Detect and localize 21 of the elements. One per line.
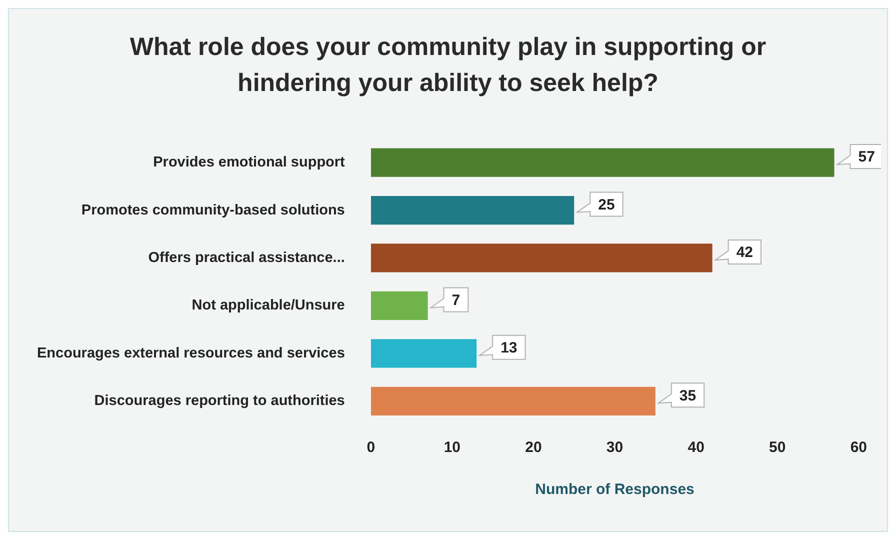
- chart-title: What role does your community play in supporting or hindering your ability to seek help?: [128, 32, 768, 100]
- y-tick-label: Promotes community-based solutions: [81, 202, 345, 218]
- data-label: 13: [500, 339, 518, 356]
- x-tick-label: 30: [606, 438, 624, 456]
- x-tick-label: 60: [850, 438, 867, 456]
- x-tick-label: 20: [525, 438, 542, 456]
- data-label: 7: [452, 291, 460, 308]
- y-tick-label: Offers practical assistance...: [148, 249, 345, 266]
- x-tick-label: 0: [366, 438, 376, 456]
- y-tick-label: Encourages external resources and services: [36, 344, 345, 361]
- data-label: 42: [736, 244, 754, 261]
- data-label: 57: [858, 148, 875, 166]
- y-tick-label: Not applicable/Unsure: [192, 297, 345, 314]
- x-tick-label: 50: [769, 438, 786, 456]
- x-axis-title: Number of Responses: [535, 480, 694, 498]
- x-tick-label: 40: [688, 438, 704, 456]
- data-label: 25: [598, 196, 615, 213]
- data-label: 35: [679, 386, 696, 404]
- y-tick-label: Discourages reporting to authorities: [94, 392, 345, 409]
- y-tick-label: Provides emotional support: [153, 154, 346, 170]
- x-tick-label: 10: [444, 438, 461, 456]
